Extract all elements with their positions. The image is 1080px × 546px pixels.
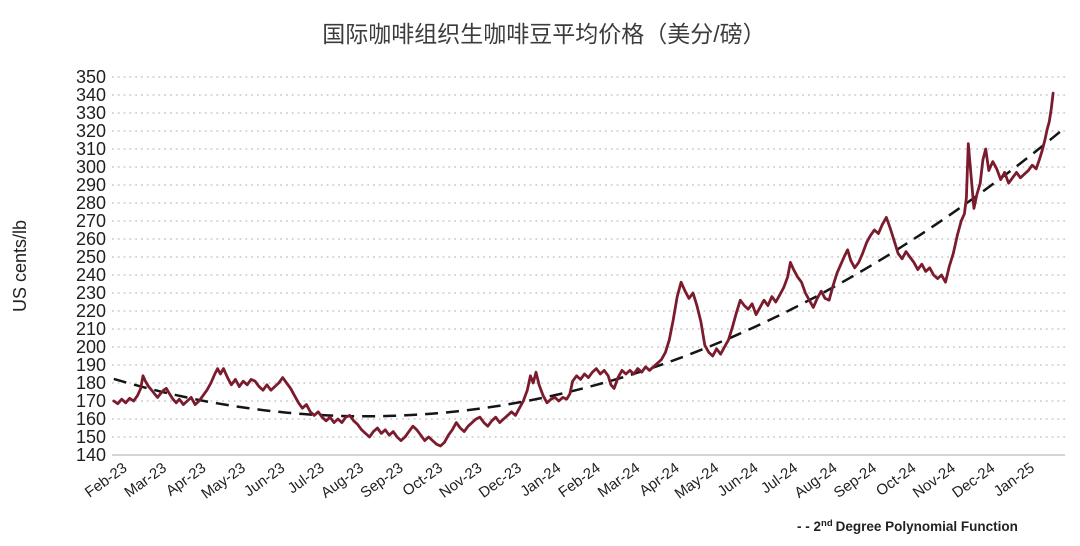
x-tick-label: Sep-24 <box>831 459 880 501</box>
x-tick-label: Feb-24 <box>555 459 603 501</box>
y-tick-label: 240 <box>76 265 106 285</box>
x-tick-label: Aug-24 <box>791 459 840 501</box>
x-tick-label: Nov-24 <box>910 459 959 501</box>
y-tick-label: 330 <box>76 103 106 123</box>
chart-title: 国际咖啡组织生咖啡豆平均价格（美分/磅） <box>322 21 765 47</box>
legend-superscript: nd <box>821 518 833 529</box>
trend-line <box>113 130 1062 418</box>
y-tick-label: 210 <box>76 319 106 339</box>
y-tick-label: 260 <box>76 229 106 249</box>
x-tick-label: Jan-25 <box>991 459 1038 500</box>
x-tick-label: Oct-23 <box>400 459 446 499</box>
y-axis-title: US cents/lb <box>10 220 30 312</box>
y-tick-label: 270 <box>76 211 106 231</box>
x-tick-label: Aug-23 <box>318 459 367 501</box>
x-tick-label: Mar-24 <box>595 459 643 501</box>
y-tick-label: 230 <box>76 283 106 303</box>
x-tick-label: Sep-23 <box>357 459 406 501</box>
x-axis-tick-labels: Feb-23Mar-23Apr-23May-23Jun-23Jul-23Aug-… <box>82 459 1038 502</box>
x-tick-label: Jun-23 <box>241 459 288 500</box>
gridlines <box>112 76 1065 456</box>
y-tick-label: 220 <box>76 301 106 321</box>
x-tick-label: Nov-23 <box>436 459 485 501</box>
x-tick-label: Dec-23 <box>476 459 525 501</box>
y-tick-label: 320 <box>76 121 106 141</box>
x-tick-label: May-23 <box>198 459 248 502</box>
y-tick-label: 290 <box>76 175 106 195</box>
x-tick-label: May-24 <box>672 459 722 502</box>
y-tick-label: 340 <box>76 85 106 105</box>
legend-label: - - 2nd Degree Polynomial Function <box>797 518 1018 534</box>
y-tick-label: 250 <box>76 247 106 267</box>
y-tick-label: 140 <box>76 445 106 465</box>
x-tick-label: Feb-23 <box>82 459 130 501</box>
x-tick-label: Jan-24 <box>517 459 564 500</box>
y-tick-label: 310 <box>76 139 106 159</box>
y-tick-label: 170 <box>76 391 106 411</box>
y-tick-label: 180 <box>76 373 106 393</box>
y-tick-label: 160 <box>76 409 106 429</box>
x-tick-label: Dec-24 <box>949 459 998 501</box>
y-tick-label: 150 <box>76 427 106 447</box>
legend-key-and-prefix: - - 2 <box>797 519 821 534</box>
legend-text: Degree Polynomial Function <box>836 519 1018 534</box>
y-tick-label: 300 <box>76 157 106 177</box>
x-tick-label: Jun-24 <box>714 459 761 500</box>
price-series-line <box>112 91 1055 448</box>
x-tick-label: Mar-23 <box>121 459 169 501</box>
y-tick-label: 190 <box>76 355 106 375</box>
y-axis-tick-labels: 1401501601701801902002102202302402502602… <box>76 67 106 465</box>
x-tick-label: Oct-24 <box>873 459 919 499</box>
y-tick-label: 200 <box>76 337 106 357</box>
y-tick-label: 350 <box>76 67 106 87</box>
y-tick-label: 280 <box>76 193 106 213</box>
